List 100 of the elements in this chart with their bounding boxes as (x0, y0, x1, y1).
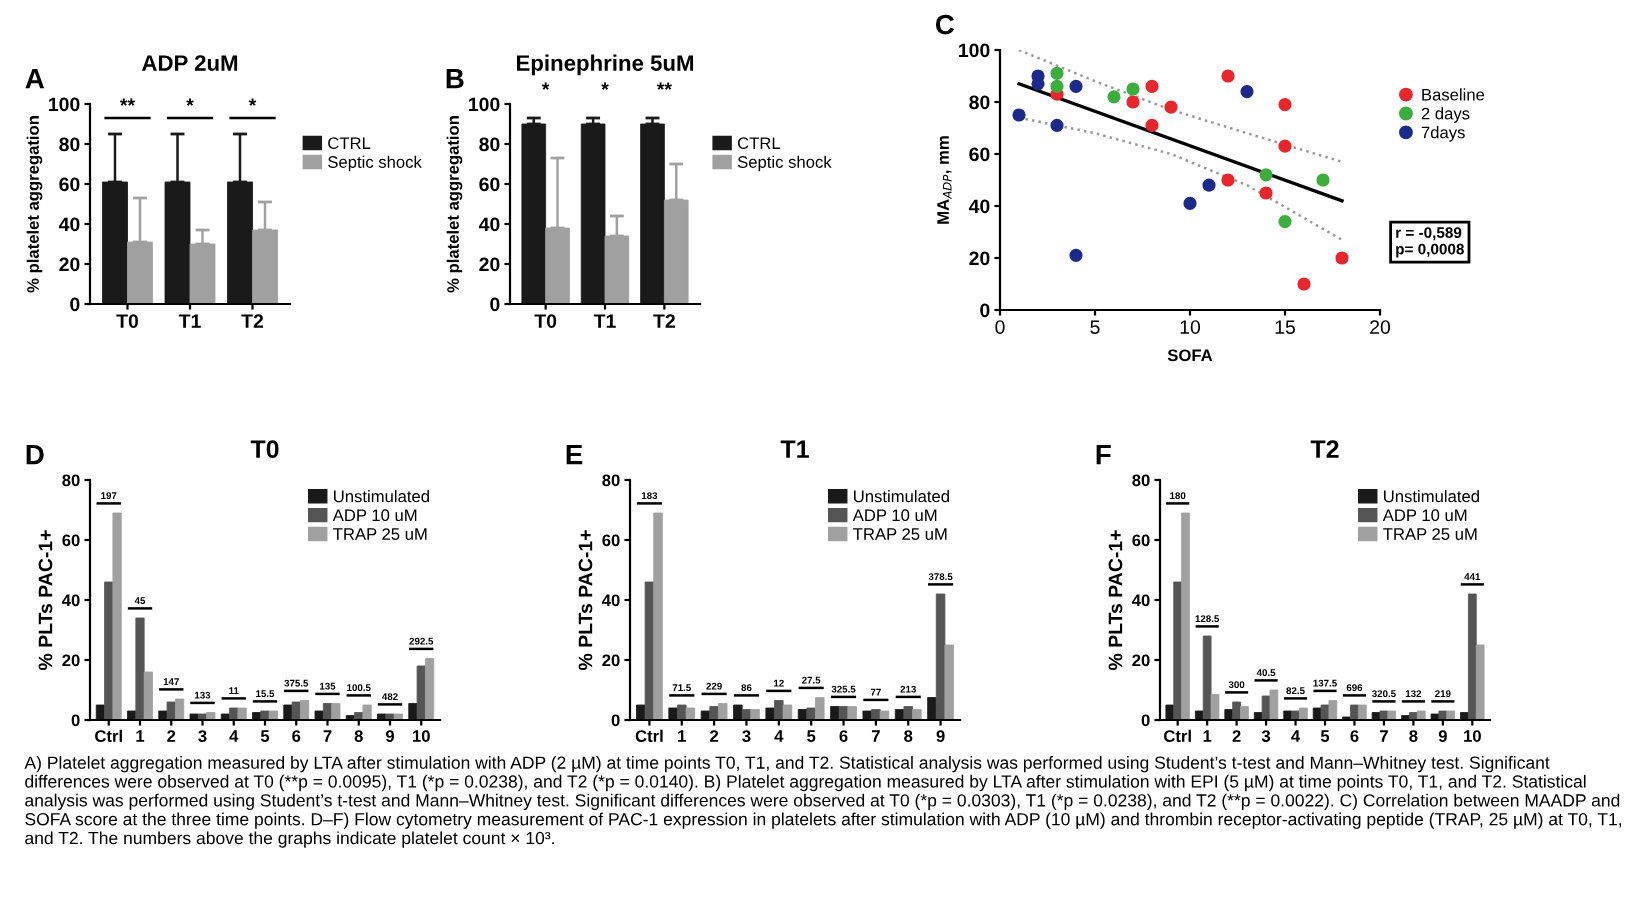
x-tick-label: 8 (354, 730, 363, 742)
bar (1165, 704, 1175, 720)
bar (1202, 635, 1212, 720)
y-tick-label: 20 (59, 257, 80, 272)
bar (927, 697, 937, 720)
chart-title: T1 (780, 440, 809, 458)
bar (862, 710, 872, 720)
bar (1232, 701, 1241, 720)
bar (912, 709, 922, 720)
bar (521, 123, 547, 304)
legend-label: Septic shock (737, 155, 832, 172)
y-tick-label: 80 (1132, 474, 1150, 487)
y-tick-label: 80 (59, 137, 80, 152)
x-tick-label: 6 (1350, 730, 1359, 742)
bar (815, 697, 825, 720)
bar (314, 710, 324, 720)
y-tick-label: 40 (478, 217, 500, 232)
bar (362, 704, 372, 720)
point (1050, 79, 1064, 93)
point (1164, 100, 1178, 114)
bar (1416, 710, 1426, 720)
y-axis-title: % PLTs PAC-1+ (578, 530, 593, 671)
legend-label: Unstimulated (334, 490, 429, 503)
y-tick-label: 100 (49, 97, 80, 112)
x-tick-label: 9 (936, 730, 945, 742)
y-axis-title: % platelet aggregation (26, 116, 43, 293)
bar (847, 706, 857, 720)
chart-title: ADP 2uM (141, 55, 238, 71)
text: D (26, 445, 44, 465)
y-axis-title: % platelet aggregation (446, 116, 463, 293)
point (1145, 118, 1159, 132)
bar (750, 709, 760, 720)
bar (653, 512, 663, 720)
x-tick-label: 5 (807, 730, 816, 742)
bar (806, 707, 816, 720)
bar (944, 644, 954, 720)
y-tick-label: 0 (1141, 714, 1150, 727)
y-axis-title: % PLTs PAC-1+ (38, 530, 53, 671)
y-tick-label: 80 (602, 474, 620, 487)
x-tick-label: T2 (241, 314, 264, 328)
point (1240, 85, 1254, 99)
point (1126, 95, 1140, 109)
y-tick-label: 60 (969, 147, 990, 162)
bar (1446, 710, 1456, 720)
y-tick-label: 60 (62, 534, 80, 547)
y-tick-label: 80 (969, 95, 990, 110)
legend-label: Unstimulated (1384, 490, 1479, 503)
chart-title: T2 (1310, 440, 1339, 458)
x-tick-label: Ctrl (95, 729, 122, 742)
legend-label: TRAP 25 uM (1383, 528, 1477, 540)
y-axis-title: % PLTs PAC-1+ (1108, 530, 1123, 671)
x-tick-label: 4 (1291, 730, 1301, 742)
x-tick-label: T1 (593, 314, 616, 328)
text: ** (656, 82, 672, 90)
x-tick-label: 3 (1261, 730, 1271, 742)
y-tick-label: 20 (479, 257, 500, 272)
point (1069, 79, 1083, 93)
x-tick-label: 10 (413, 730, 430, 742)
x-tick-label: 10 (1180, 320, 1201, 334)
x-tick-label: 2 (167, 730, 176, 742)
x-tick-label: 2 (1232, 730, 1241, 742)
y-tick-label: 80 (479, 137, 500, 152)
y-tick-label: 20 (602, 654, 620, 667)
bar (1173, 581, 1183, 720)
bar (385, 713, 395, 720)
y-tick-label: 100 (469, 97, 500, 112)
bar (416, 665, 426, 720)
point (1297, 277, 1311, 291)
annotation: * (248, 98, 257, 106)
bar (718, 703, 728, 720)
y-axis-title: MA$_{ADP}$, mm (937, 136, 952, 224)
point (1221, 173, 1235, 187)
point (1278, 215, 1292, 229)
x-tick-label: 5 (1090, 320, 1100, 334)
x-tick-label: Ctrl (635, 729, 663, 742)
bar (1357, 704, 1367, 720)
x-tick-label: 6 (839, 730, 848, 742)
point (1278, 139, 1292, 153)
line-series (1017, 50, 1344, 164)
y-tick-label: 40 (58, 217, 80, 232)
legend-label: ADP 10 uM (332, 509, 417, 522)
bar (935, 593, 946, 720)
y-tick-label: 0 (980, 303, 990, 318)
y-tick-label: 0 (490, 297, 500, 312)
point (1335, 251, 1349, 265)
x-tick-label: 6 (292, 730, 301, 742)
point (1050, 66, 1064, 80)
bar (1467, 593, 1477, 720)
y-tick-label: 40 (968, 199, 990, 214)
bar (668, 707, 678, 720)
legend-label: Septic shock (328, 155, 422, 172)
bar (765, 707, 775, 720)
legend-label: ADP 10 uM (852, 509, 937, 522)
bar (268, 710, 278, 720)
bar (300, 700, 310, 720)
bar (112, 512, 122, 720)
chart-title: T0 (250, 440, 279, 459)
point (1145, 79, 1159, 93)
legend-label: Baseline (1422, 88, 1485, 101)
bar (1387, 710, 1397, 720)
